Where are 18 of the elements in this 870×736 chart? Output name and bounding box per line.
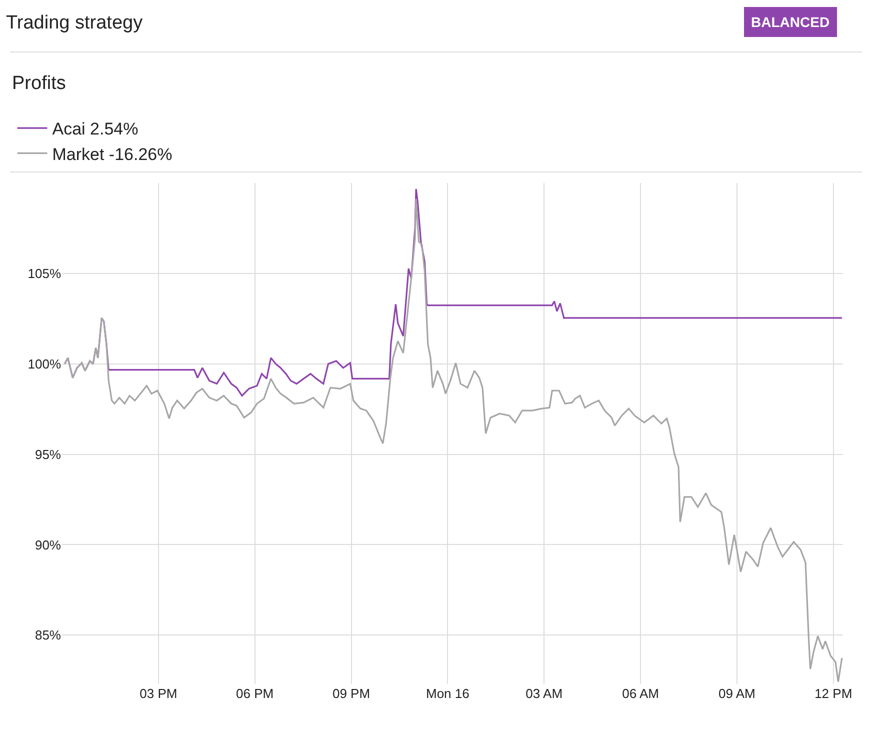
y-tick-label: 105% [28, 266, 62, 281]
x-tick-label: 06 PM [236, 686, 274, 701]
legend-label: Market -16.26% [52, 144, 172, 164]
y-tick-label: 85% [34, 628, 62, 643]
x-tick-label: 03 PM [140, 686, 178, 701]
text: BALANCED [751, 14, 830, 30]
x-tick-label: 09 AM [718, 686, 756, 701]
y-tick-label: 100% [28, 356, 62, 372]
legend-label: Acai 2.54% [52, 120, 138, 139]
x-tick-label: 03 AM [526, 686, 563, 701]
x-tick-label: 12 PM [814, 686, 852, 701]
x-tick-label: Mon 16 [426, 686, 470, 701]
y-tick-label: 90% [34, 537, 62, 552]
chart-subtitle: Profits [12, 73, 66, 94]
x-tick-label: 06 AM [622, 686, 659, 701]
chart-title: Trading strategy [6, 12, 144, 34]
x-tick-label: 09 PM [332, 686, 370, 701]
y-tick-label: 95% [34, 446, 62, 462]
